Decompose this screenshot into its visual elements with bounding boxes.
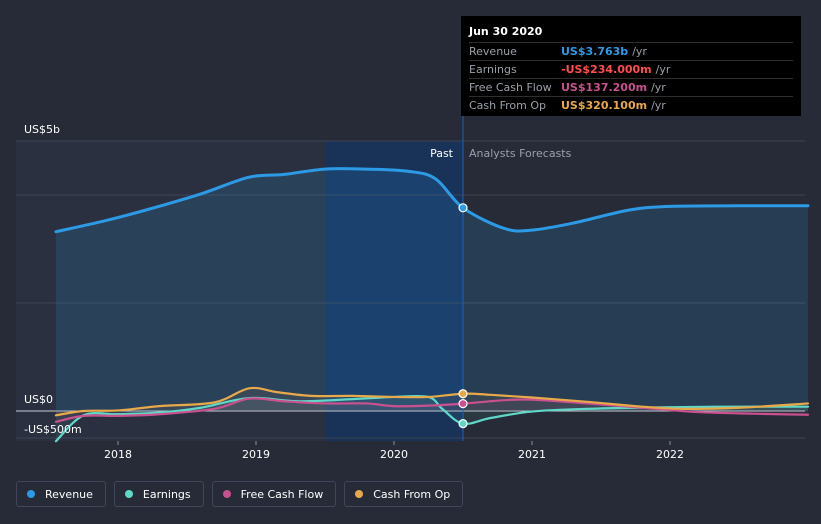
y-label-bottom: -US$500m	[24, 423, 82, 436]
highlight-shade	[325, 141, 463, 441]
y-label-zero: US$0	[24, 393, 53, 406]
tooltip-label: Earnings	[469, 63, 517, 76]
series-marker-free-cash-flow	[458, 399, 468, 409]
tooltip-value: US$137.200m	[561, 81, 648, 94]
tooltip-value: -US$234.000m	[561, 63, 652, 76]
legend: Revenue Earnings Free Cash Flow Cash Fro…	[16, 481, 464, 507]
legend-label: Free Cash Flow	[240, 487, 324, 501]
x-tick-label: 2021	[518, 448, 546, 461]
tooltip-row-revenue: Revenue US$3.763b /yr	[469, 43, 793, 61]
series-fills	[55, 168, 808, 442]
series-markers	[458, 203, 468, 429]
legend-label: Earnings	[142, 487, 191, 501]
tooltip-unit: /yr	[655, 63, 671, 76]
tooltip-label: Cash From Op	[469, 99, 547, 112]
series-marker-revenue	[458, 203, 468, 213]
tooltip-label: Revenue	[469, 45, 517, 58]
series-marker-cash-from-op	[458, 389, 468, 399]
series-area-free-cash-flow	[55, 398, 808, 422]
x-tick-label: 2019	[242, 448, 270, 461]
y-label-top: US$5b	[24, 123, 60, 136]
series-line-cash-from-op	[54, 386, 810, 417]
tooltip-date: Jun 30 2020	[469, 24, 793, 43]
x-tick-label: 2018	[104, 448, 132, 461]
legend-item-earnings[interactable]: Earnings	[113, 481, 204, 507]
legend-dot-icon	[355, 490, 364, 498]
legend-dot-icon	[124, 490, 133, 498]
legend-item-free-cash-flow[interactable]: Free Cash Flow	[211, 481, 337, 507]
tooltip-unit: /yr	[651, 99, 666, 112]
past-label: Past	[430, 147, 454, 160]
series-area-earnings	[55, 395, 808, 442]
forecast-label: Analysts Forecasts	[469, 147, 572, 160]
series-lines	[54, 167, 810, 443]
legend-dot-icon	[222, 490, 231, 498]
tooltip-unit: /yr	[651, 81, 666, 94]
tooltip-label: Free Cash Flow	[469, 81, 552, 94]
legend-item-cash-from-op[interactable]: Cash From Op	[344, 481, 464, 507]
tooltip-value: US$320.100m	[561, 99, 648, 112]
tooltip-row-free-cash-flow: Free Cash Flow US$137.200m /yr	[469, 79, 793, 97]
tooltip-row-cash-from-op: Cash From Op US$320.100m /yr	[469, 97, 793, 114]
series-area-revenue	[55, 168, 808, 411]
tooltip-row-earnings: Earnings -US$234.000m /yr	[469, 61, 793, 79]
series-line-revenue	[54, 167, 810, 234]
legend-label: Cash From Op	[373, 487, 451, 501]
tooltip-value: US$3.763b	[561, 45, 629, 58]
tooltip-unit: /yr	[632, 45, 647, 58]
x-tick-label: 2020	[380, 448, 408, 461]
x-axis-ticks: 2018 2019 2020 2021 2022	[104, 441, 684, 461]
legend-dot-icon	[27, 490, 35, 498]
legend-label: Revenue	[45, 487, 93, 501]
legend-item-revenue[interactable]: Revenue	[16, 481, 106, 507]
tooltip: Jun 30 2020 Revenue US$3.763b /yr Earnin…	[461, 16, 801, 116]
x-tick-label: 2022	[656, 448, 684, 461]
series-marker-earnings	[458, 419, 468, 429]
